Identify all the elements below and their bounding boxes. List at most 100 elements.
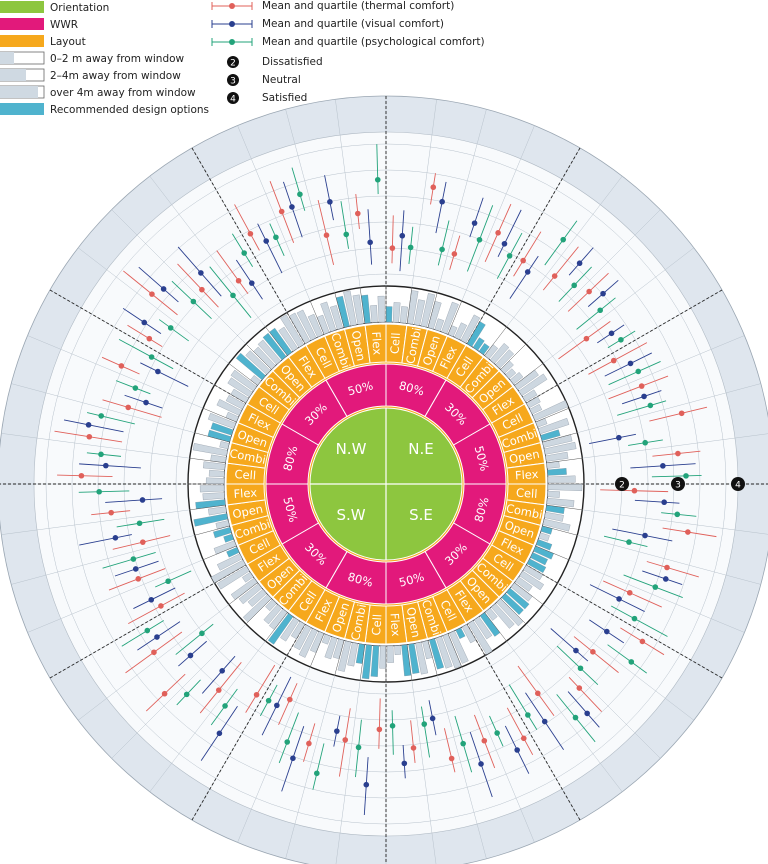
visual-mean-13	[642, 532, 648, 539]
visual-mean-46	[327, 199, 333, 205]
psych-quartile-11	[651, 475, 702, 478]
scale-marker-2	[731, 477, 745, 491]
thermal-mean-7	[583, 335, 590, 342]
psych-mean-46	[343, 231, 350, 238]
visual-quartile-3	[497, 209, 522, 257]
bar-ring-divider-14	[542, 525, 578, 536]
visual-quartile-14	[642, 570, 683, 585]
distance-bar-23	[522, 389, 538, 402]
distance-bar-138	[335, 295, 350, 328]
visual-mean-33	[132, 566, 139, 572]
distance-bar-80	[321, 634, 331, 645]
visual-mean-39	[155, 368, 161, 375]
thermal-quartile-43	[216, 250, 249, 294]
distance-bar-61	[455, 627, 466, 639]
orientation-core: N.W N.E S.W S.E	[309, 407, 463, 561]
thermal-mean-31	[151, 649, 157, 656]
psych-mean-22	[421, 721, 428, 727]
distance-bar-122	[230, 369, 257, 392]
thermal-mean-18	[576, 685, 583, 691]
visual-mean-47	[367, 239, 373, 246]
distance-bar-120	[230, 388, 249, 404]
distance-bar-54	[496, 598, 524, 627]
comfort-markers	[54, 144, 717, 816]
distance-bar-3	[406, 290, 419, 325]
distance-bar-136	[320, 301, 337, 332]
distance-bar-100	[223, 533, 234, 543]
distance-bar-140	[352, 294, 364, 325]
distance-bar-41	[542, 518, 571, 532]
visual-quartile-0	[399, 210, 405, 272]
visual-mean-43	[248, 280, 255, 286]
distance-bar-33	[546, 461, 560, 469]
psych-mean-39	[148, 354, 155, 360]
psych-mean-16	[628, 659, 635, 665]
spoke-10	[577, 383, 761, 433]
psych-quartile-46	[340, 201, 349, 249]
legend-swatch-wwr	[0, 18, 44, 30]
distance-bar-0	[385, 306, 393, 323]
distance-bar-14	[478, 343, 490, 355]
distance-bar-58	[474, 616, 493, 640]
thermal-mean-21	[481, 737, 488, 744]
distance-bar-57	[479, 612, 501, 637]
distance-bar-43	[538, 532, 550, 542]
thermal-mean-15	[626, 589, 633, 596]
psych-mean-0	[407, 244, 414, 251]
psych-mean-26	[284, 739, 291, 745]
distance-bar-115	[210, 422, 234, 436]
bar-ring-divider-16	[526, 564, 558, 584]
spoke-39	[27, 335, 204, 409]
psych-quartile-19	[508, 684, 538, 731]
visual-mean-26	[290, 755, 296, 762]
distance-bar-6	[427, 300, 442, 330]
legend-label-dissatisfied: Dissatisfied	[262, 56, 323, 68]
thermal-mean-37	[86, 433, 93, 440]
visual-quartile-39	[140, 362, 189, 387]
wwr-label-8: 50%	[280, 495, 300, 523]
thermal-mean-4	[520, 257, 526, 264]
spoke-21	[461, 666, 535, 843]
legend-marker-visual	[211, 20, 253, 28]
legend-swatch-zone1-fill	[0, 52, 14, 64]
distance-bar-15	[484, 344, 499, 360]
distance-bar-52	[506, 587, 530, 610]
distance-bar-82	[298, 628, 318, 658]
distance-bar-102	[215, 520, 230, 530]
bar-ring-divider-9	[535, 407, 570, 423]
distance-bar-91	[247, 588, 267, 607]
sector-divider-10	[48, 288, 300, 435]
psych-mean-10	[642, 439, 648, 446]
bar-ring-divider-43	[265, 326, 288, 356]
bar-ring-divider-7	[514, 363, 544, 386]
visual-mean-21	[478, 761, 484, 767]
bar-ring-divider-22	[427, 640, 438, 676]
distance-bar-86	[267, 613, 294, 645]
radial-chart: Cell CombiOpenFlexCellCombiOpenFlexCellCo…	[0, 94, 768, 864]
visual-mean-31	[154, 634, 160, 640]
distance-bar-106	[202, 492, 225, 501]
visual-mean-3	[501, 240, 508, 247]
distance-bar-21	[514, 369, 539, 391]
thermal-mean-33	[135, 576, 142, 582]
legend-label-zone3: over 4m away from window	[50, 87, 196, 99]
distance-bar-16	[489, 343, 510, 364]
distance-bar-67	[415, 641, 429, 675]
distance-bar-7	[434, 318, 445, 332]
legend-right: Mean and quartile (thermal comfort) Mean…	[211, 0, 485, 105]
thermal-mean-34	[140, 539, 146, 545]
psych-quartile-31	[121, 620, 164, 647]
visual-mean-0	[399, 232, 406, 239]
visual-mean-24	[363, 781, 370, 788]
psych-quartile-43	[231, 233, 254, 268]
visual-quartile-43	[235, 259, 263, 300]
bar-ring-divider-29	[265, 612, 288, 642]
thermal-mean-14	[664, 564, 670, 571]
wwr-label-11: 50%	[346, 378, 374, 398]
distance-bar-53	[501, 593, 524, 615]
legend-label-layout: Layout	[50, 36, 86, 48]
visual-mean-38	[143, 399, 149, 406]
thermal-mean-12	[631, 487, 638, 494]
psych-mean-25	[314, 770, 320, 777]
visual-quartile-18	[567, 691, 600, 728]
